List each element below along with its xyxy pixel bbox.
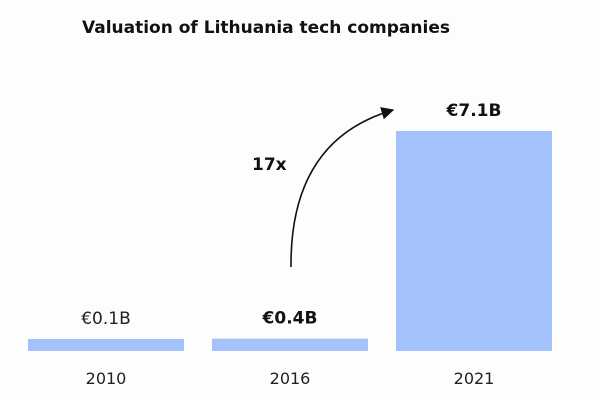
bar-2016	[212, 338, 368, 351]
value-labels: €0.1B €0.4B €7.1B	[81, 101, 501, 329]
growth-annotation: 17x	[252, 155, 287, 175]
bar-2021	[396, 131, 552, 351]
growth-arrow	[290, 107, 395, 268]
chart-title: Valuation of Lithuania tech companies	[82, 18, 450, 38]
value-label-2016: €0.4B	[262, 309, 318, 329]
x-tick-2010: 2010	[86, 369, 127, 388]
bars	[28, 131, 552, 351]
value-label-2010: €0.1B	[81, 309, 131, 329]
bar-2010	[28, 339, 184, 351]
x-tick-2016: 2016	[270, 369, 311, 388]
value-label-2021: €7.1B	[446, 101, 502, 121]
x-axis-ticks: 2010 2016 2021	[86, 369, 495, 388]
x-tick-2021: 2021	[454, 369, 495, 388]
